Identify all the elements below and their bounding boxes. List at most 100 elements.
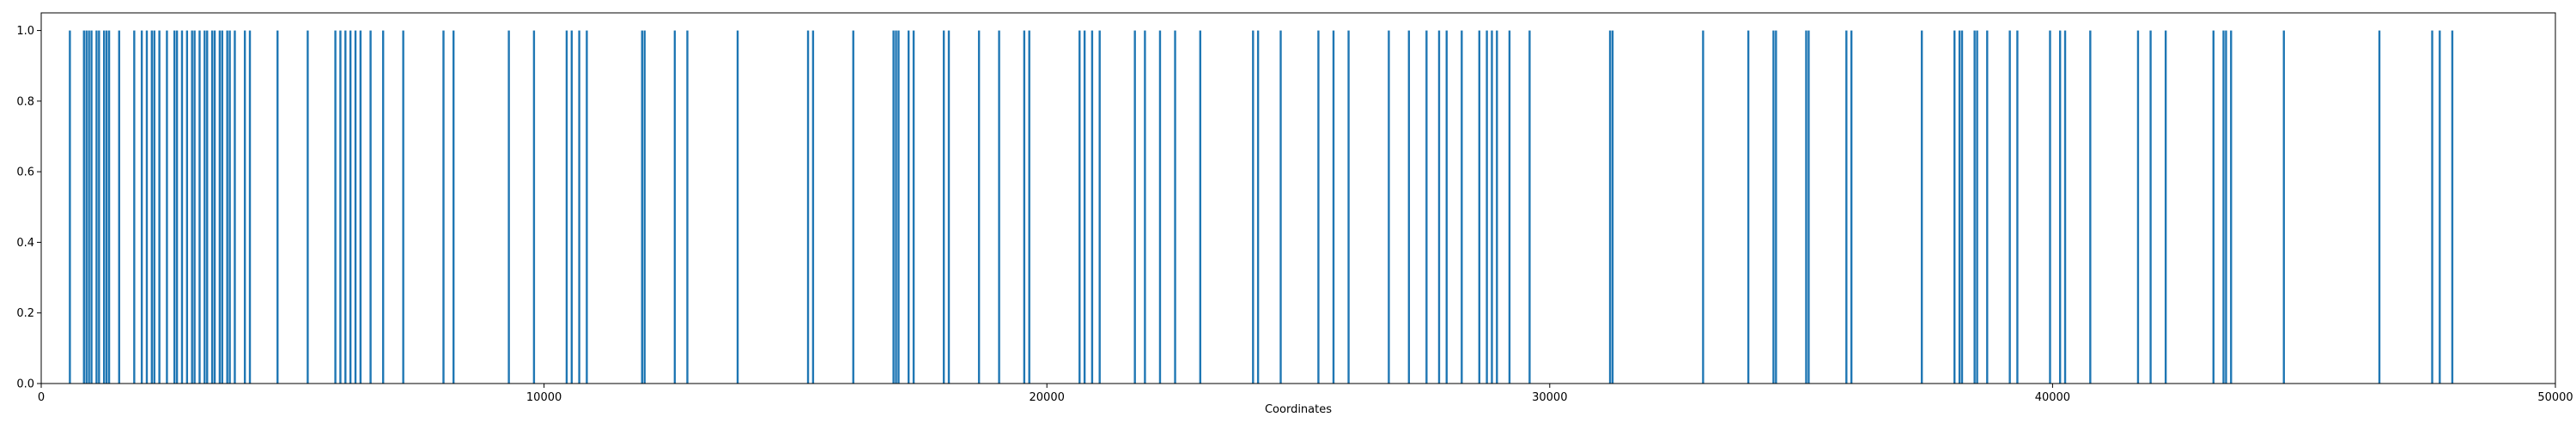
bar [998, 30, 1000, 384]
bar [107, 30, 111, 384]
bar [153, 30, 155, 384]
bar [686, 30, 689, 384]
bar [2089, 30, 2092, 384]
bar [1478, 30, 1481, 384]
bar [243, 30, 246, 384]
bar [248, 30, 252, 384]
bar [140, 30, 143, 384]
bar [95, 30, 98, 384]
bar [339, 30, 342, 384]
bar [2222, 30, 2225, 384]
x-tick-label: 0 [38, 391, 45, 404]
bar [198, 30, 201, 384]
plot-area-background [41, 13, 2555, 384]
bar [1958, 30, 1961, 384]
bar [1133, 30, 1136, 384]
bar [1845, 30, 1848, 384]
bar [1256, 30, 1260, 384]
bar [2451, 30, 2454, 384]
bar [2063, 30, 2067, 384]
bar [1508, 30, 1511, 384]
bar [98, 30, 100, 384]
bar [977, 30, 981, 384]
bar [145, 30, 149, 384]
bar [133, 30, 136, 384]
bar [895, 30, 897, 384]
bar [1437, 30, 1441, 384]
bar [947, 30, 951, 384]
bar [907, 30, 910, 384]
x-tick-label: 20000 [1030, 391, 1065, 404]
bar [166, 30, 168, 384]
bar [1496, 30, 1498, 384]
bar [1807, 30, 1810, 384]
bar [507, 30, 510, 384]
bar [643, 30, 646, 384]
bar [1491, 30, 1493, 384]
x-tick-label: 10000 [526, 391, 562, 404]
bars-group [69, 30, 2454, 384]
bar [105, 30, 108, 384]
y-tick-label: 0.8 [16, 95, 34, 108]
y-axis: 0.0 0.2 0.4 0.6 0.8 1.0 [16, 25, 41, 391]
bar [2212, 30, 2215, 384]
bar [158, 30, 161, 384]
bar [1407, 30, 1411, 384]
bar [2431, 30, 2433, 384]
bar [1986, 30, 1989, 384]
bar [852, 30, 854, 384]
bar [892, 30, 895, 384]
bar [359, 30, 362, 384]
bar [1805, 30, 1807, 384]
bar [2058, 30, 2062, 384]
y-tick-label: 0.6 [16, 166, 34, 179]
bar [382, 30, 385, 384]
bar [2230, 30, 2233, 384]
bar [1920, 30, 1923, 384]
bar [88, 30, 90, 384]
bar [897, 30, 900, 384]
bar [180, 30, 184, 384]
bar [369, 30, 372, 384]
bar [1953, 30, 1956, 384]
bar [1347, 30, 1350, 384]
bar [1078, 30, 1081, 384]
bar [344, 30, 347, 384]
bar [402, 30, 404, 384]
x-axis-label: Coordinates [1265, 403, 1332, 416]
bar [1461, 30, 1463, 384]
bar [452, 30, 455, 384]
bar [442, 30, 445, 384]
bar [641, 30, 643, 384]
bar [912, 30, 915, 384]
bar [2225, 30, 2227, 384]
y-tick-label: 0.0 [16, 378, 34, 391]
bar [1611, 30, 1614, 384]
bar [210, 30, 214, 384]
bar [806, 30, 810, 384]
bar [307, 30, 309, 384]
bar [1485, 30, 1488, 384]
bar [185, 30, 189, 384]
bar [1388, 30, 1390, 384]
bar [173, 30, 176, 384]
bar [1528, 30, 1531, 384]
bar [221, 30, 224, 384]
bar [213, 30, 216, 384]
bar [1850, 30, 1853, 384]
bar [2378, 30, 2381, 384]
bar [1252, 30, 1255, 384]
plot-frame [40, 12, 2556, 384]
bar [1445, 30, 1448, 384]
bar [118, 30, 120, 384]
bar [354, 30, 357, 384]
bar [1772, 30, 1775, 384]
bar [1332, 30, 1335, 384]
bar [349, 30, 352, 384]
bar [82, 30, 85, 384]
y-tick-label: 1.0 [16, 25, 34, 38]
bar [2282, 30, 2285, 384]
bar [226, 30, 228, 384]
bar [1091, 30, 1094, 384]
bar [90, 30, 93, 384]
